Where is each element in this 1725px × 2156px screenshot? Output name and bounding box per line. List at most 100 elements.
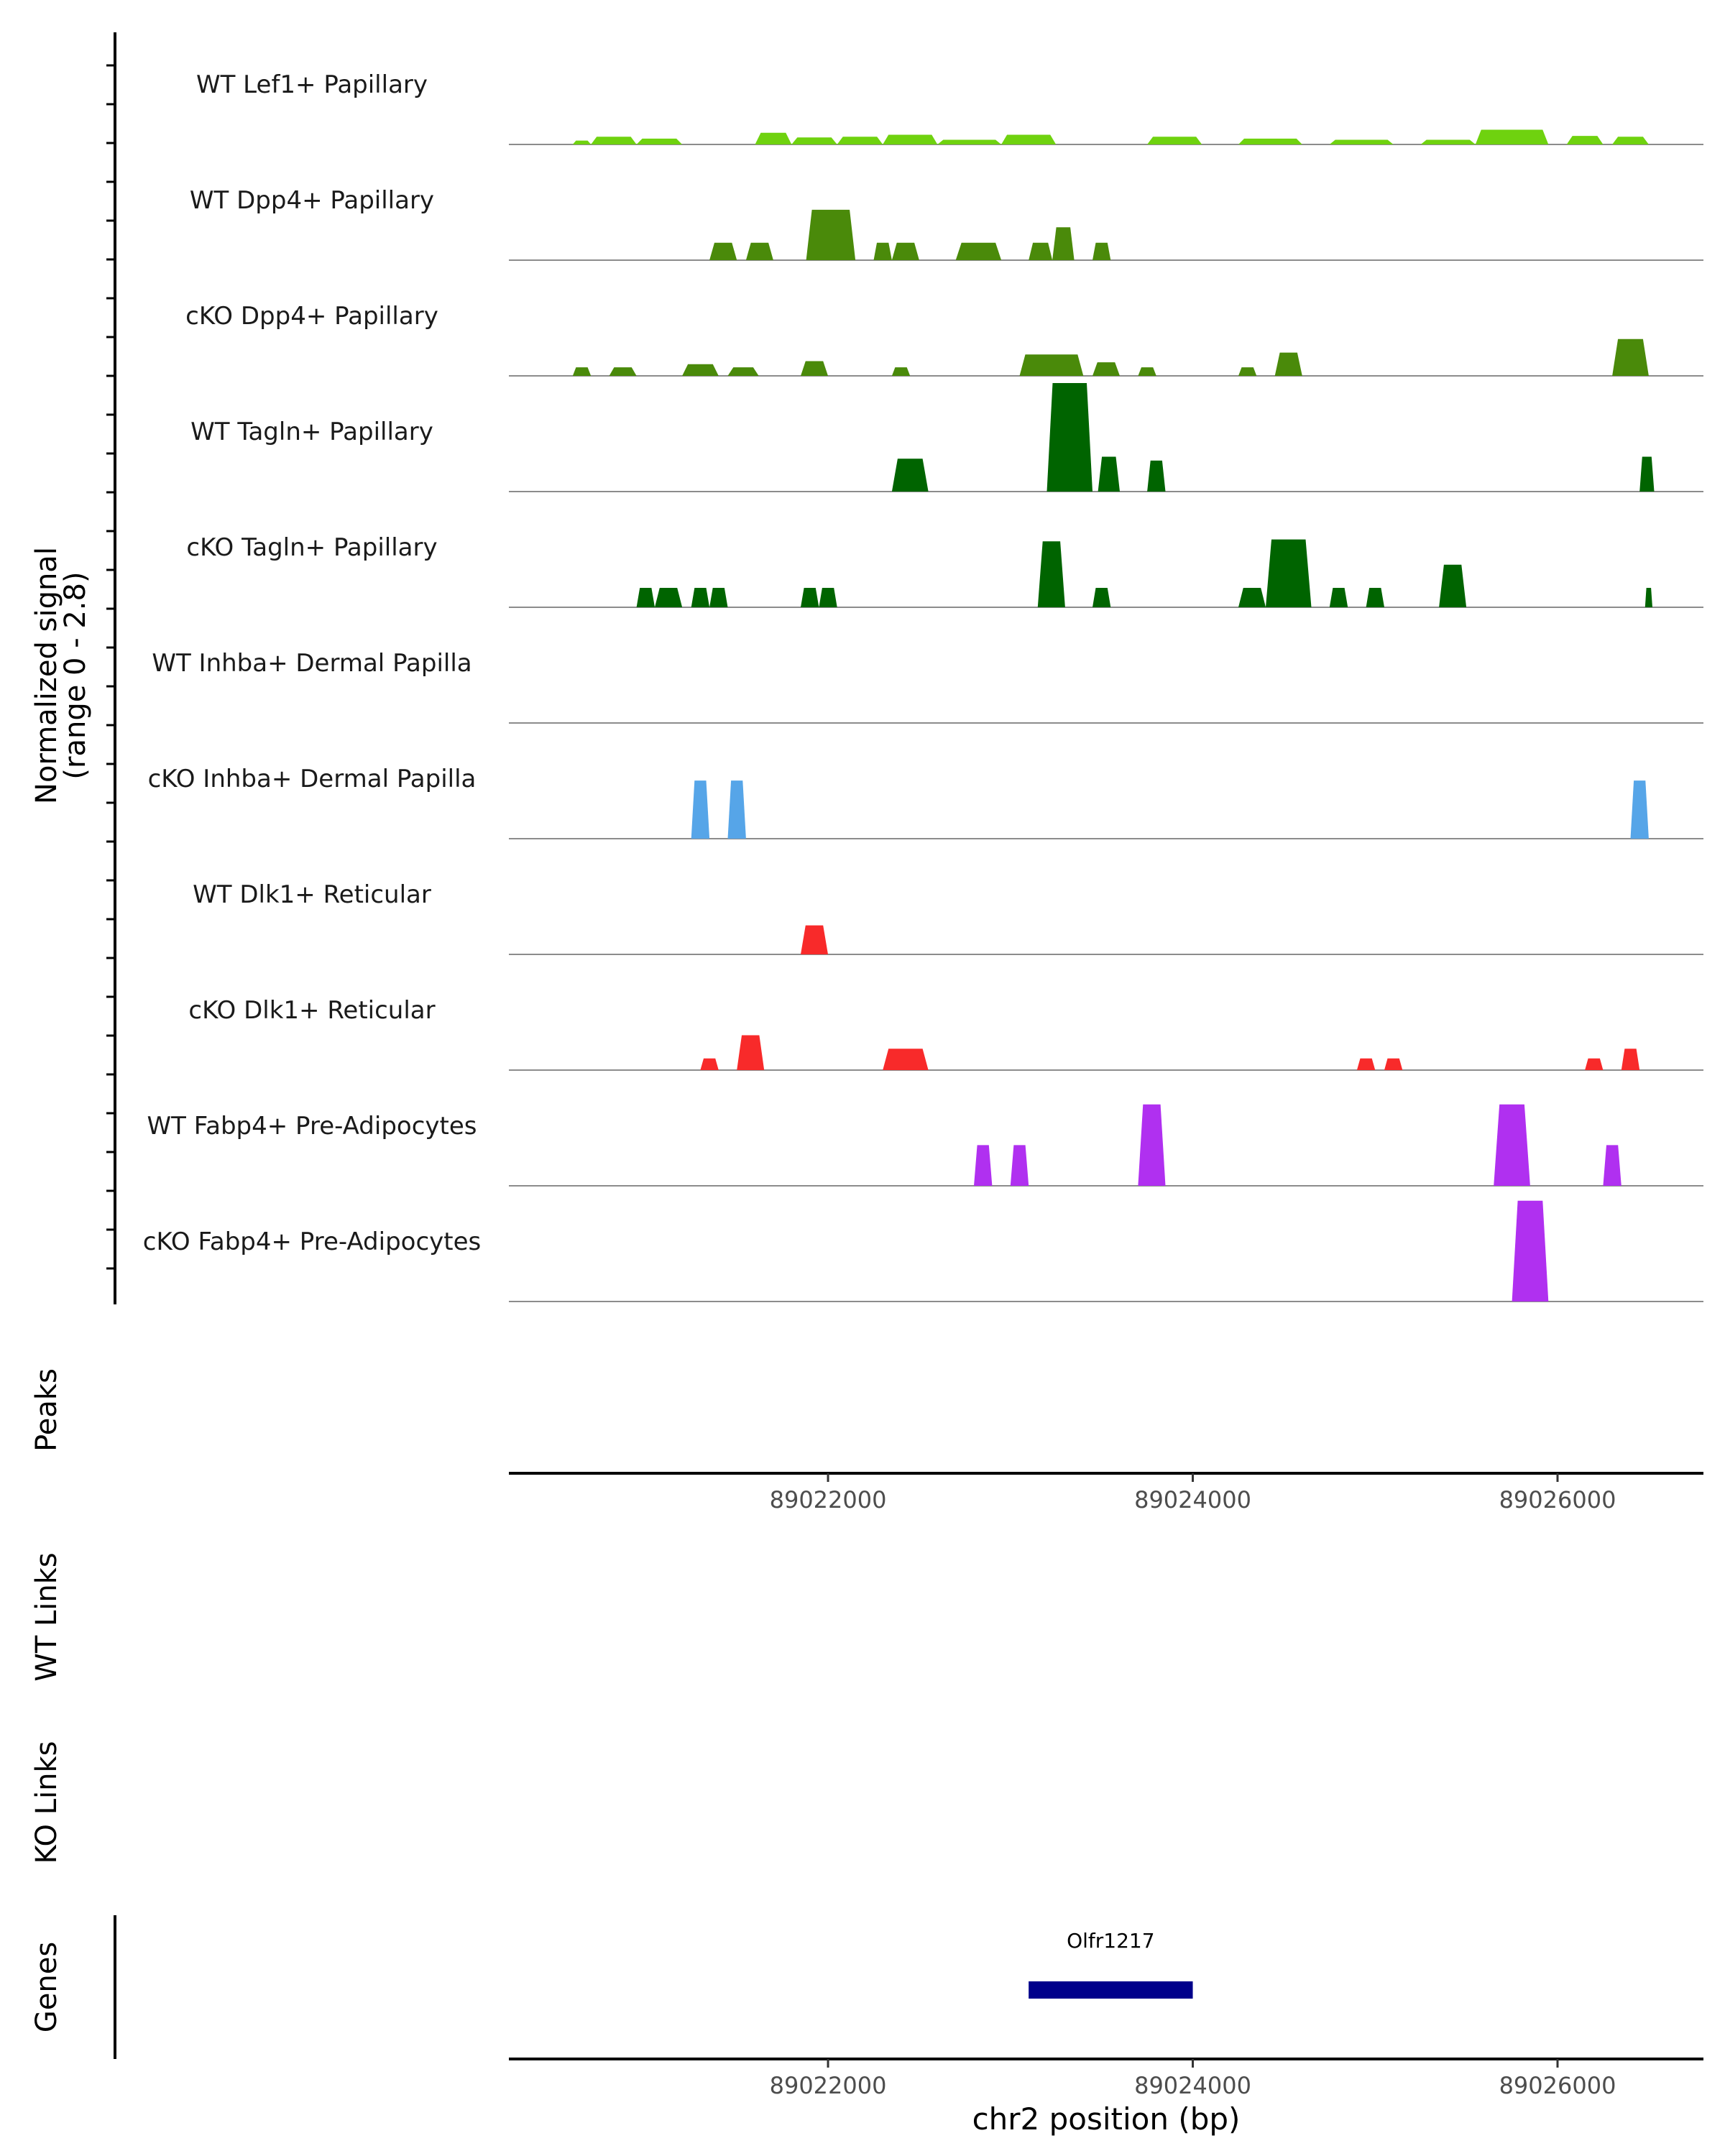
signal-peak bbox=[1644, 588, 1652, 607]
signal-peak bbox=[837, 137, 883, 144]
signal-peak bbox=[1147, 460, 1166, 492]
signal-peak bbox=[1092, 588, 1111, 607]
signal-peak bbox=[727, 780, 746, 839]
xaxis-title: chr2 position (bp) bbox=[972, 2101, 1241, 2137]
signal-peak bbox=[1138, 1104, 1166, 1186]
signal-peak bbox=[572, 367, 592, 376]
track-1 bbox=[572, 129, 1649, 144]
signal-peak bbox=[636, 138, 683, 144]
signal-peak bbox=[1494, 1104, 1530, 1186]
signal-peak bbox=[1274, 352, 1302, 376]
track-label: WT Fabp4+ Pre-Adipocytes bbox=[147, 1112, 477, 1141]
yaxis-range: (range 0 - 2.8) bbox=[59, 571, 92, 779]
signal-peak bbox=[974, 1145, 993, 1186]
signal-peak bbox=[1019, 354, 1084, 376]
signal-peak bbox=[1329, 588, 1348, 607]
track-label: WT Lef1+ Papillary bbox=[196, 70, 428, 99]
signal-peak bbox=[1238, 367, 1257, 376]
gene-body bbox=[1029, 1981, 1193, 1999]
track-label: cKO Tagln+ Papillary bbox=[186, 533, 437, 562]
signal-peak bbox=[891, 459, 929, 492]
wt-links-panel-label: WT Links bbox=[30, 1552, 63, 1681]
signal-peak bbox=[1052, 227, 1075, 260]
genes-xaxis-ticks: 89022000 89024000 89026000 bbox=[770, 2059, 1616, 2099]
signal-peak bbox=[1010, 1145, 1029, 1186]
track-label: cKO Dpp4+ Papillary bbox=[185, 302, 438, 331]
signal-peak bbox=[937, 139, 1002, 144]
yaxis-title: Normalized signal bbox=[30, 547, 63, 804]
yaxis-ticks bbox=[106, 64, 115, 1270]
signal-peak bbox=[801, 588, 819, 607]
track-label: WT Inhba+ Dermal Papilla bbox=[152, 649, 472, 678]
signal-peak bbox=[1585, 1058, 1604, 1070]
signal-peak bbox=[1046, 383, 1092, 492]
track-label: WT Dlk1+ Reticular bbox=[193, 880, 431, 909]
signal-peak bbox=[609, 367, 637, 376]
gene-label: Olfr1217 bbox=[1067, 1929, 1154, 1953]
peaks-xtick-label: 89022000 bbox=[770, 1486, 887, 1514]
signal-peak bbox=[1092, 362, 1120, 376]
track-labels: WT Lef1+ Papillary WT Dpp4+ Papillary cKO … bbox=[143, 70, 482, 1256]
signal-peak bbox=[1612, 137, 1649, 144]
signal-peak bbox=[1266, 539, 1312, 607]
signal-peak bbox=[883, 134, 938, 144]
signal-peak bbox=[801, 925, 828, 954]
signal-peak bbox=[737, 1035, 765, 1070]
signal-peak bbox=[1029, 242, 1053, 260]
signal-peak bbox=[819, 588, 837, 607]
genes-xtick-label: 89026000 bbox=[1499, 2072, 1616, 2099]
signal-peak bbox=[727, 367, 759, 376]
track-label: WT Dpp4+ Papillary bbox=[190, 186, 434, 215]
signal-peak bbox=[955, 242, 1002, 260]
signal-peak bbox=[806, 209, 856, 260]
signal-peak bbox=[791, 137, 837, 144]
track-9 bbox=[700, 1035, 1640, 1070]
signal-peak bbox=[801, 361, 828, 376]
signal-peak bbox=[1512, 1200, 1549, 1302]
signal-peak bbox=[591, 137, 637, 144]
signal-peak bbox=[883, 1049, 929, 1070]
signal-peak bbox=[1147, 137, 1202, 144]
genes-xtick-label: 89024000 bbox=[1134, 2072, 1251, 2099]
signal-peak bbox=[655, 588, 683, 607]
track-label: cKO Fabp4+ Pre-Adipocytes bbox=[143, 1227, 482, 1256]
signal-peak bbox=[1356, 1058, 1376, 1070]
signal-peak bbox=[1439, 564, 1467, 607]
signal-peak bbox=[709, 588, 728, 607]
signal-peak bbox=[1630, 780, 1649, 839]
signal-peak bbox=[1138, 367, 1156, 376]
signal-peak bbox=[572, 140, 592, 144]
signal-peak bbox=[1420, 139, 1476, 144]
signal-peak bbox=[1475, 129, 1549, 144]
signal-peak bbox=[1603, 1145, 1622, 1186]
signal-peak bbox=[700, 1058, 719, 1070]
track-7 bbox=[691, 780, 1649, 839]
signal-peak bbox=[891, 367, 911, 376]
peaks-panel-label: Peaks bbox=[30, 1368, 63, 1452]
peaks-xaxis-ticks: 89022000 89024000 89026000 bbox=[770, 1473, 1616, 1514]
signal-peak bbox=[682, 364, 719, 376]
track-4 bbox=[891, 383, 1655, 492]
signal-peak bbox=[1621, 1049, 1640, 1070]
peaks-xtick-label: 89024000 bbox=[1134, 1486, 1251, 1514]
signal-peak bbox=[636, 588, 655, 607]
track-label: cKO Inhba+ Dermal Papilla bbox=[148, 765, 477, 793]
genes-panel-label: Genes bbox=[30, 1942, 63, 2032]
track-2 bbox=[709, 209, 1111, 260]
track-label: WT Tagln+ Papillary bbox=[190, 418, 433, 446]
signal-peak bbox=[1566, 136, 1604, 144]
signal-peak bbox=[691, 780, 710, 839]
signal-peak bbox=[1384, 1058, 1403, 1070]
signal-peak bbox=[755, 132, 792, 144]
ko-links-panel-label: KO Links bbox=[30, 1741, 63, 1864]
signal-peak bbox=[1098, 456, 1120, 492]
signal-peak bbox=[691, 588, 710, 607]
signal-peak bbox=[891, 242, 919, 260]
signal-peak bbox=[1366, 588, 1384, 607]
track-10 bbox=[974, 1104, 1622, 1186]
coverage-tracks bbox=[572, 129, 1655, 1302]
track-label: cKO Dlk1+ Reticular bbox=[188, 996, 435, 1025]
signal-peak bbox=[873, 242, 892, 260]
signal-peak bbox=[1001, 134, 1057, 144]
